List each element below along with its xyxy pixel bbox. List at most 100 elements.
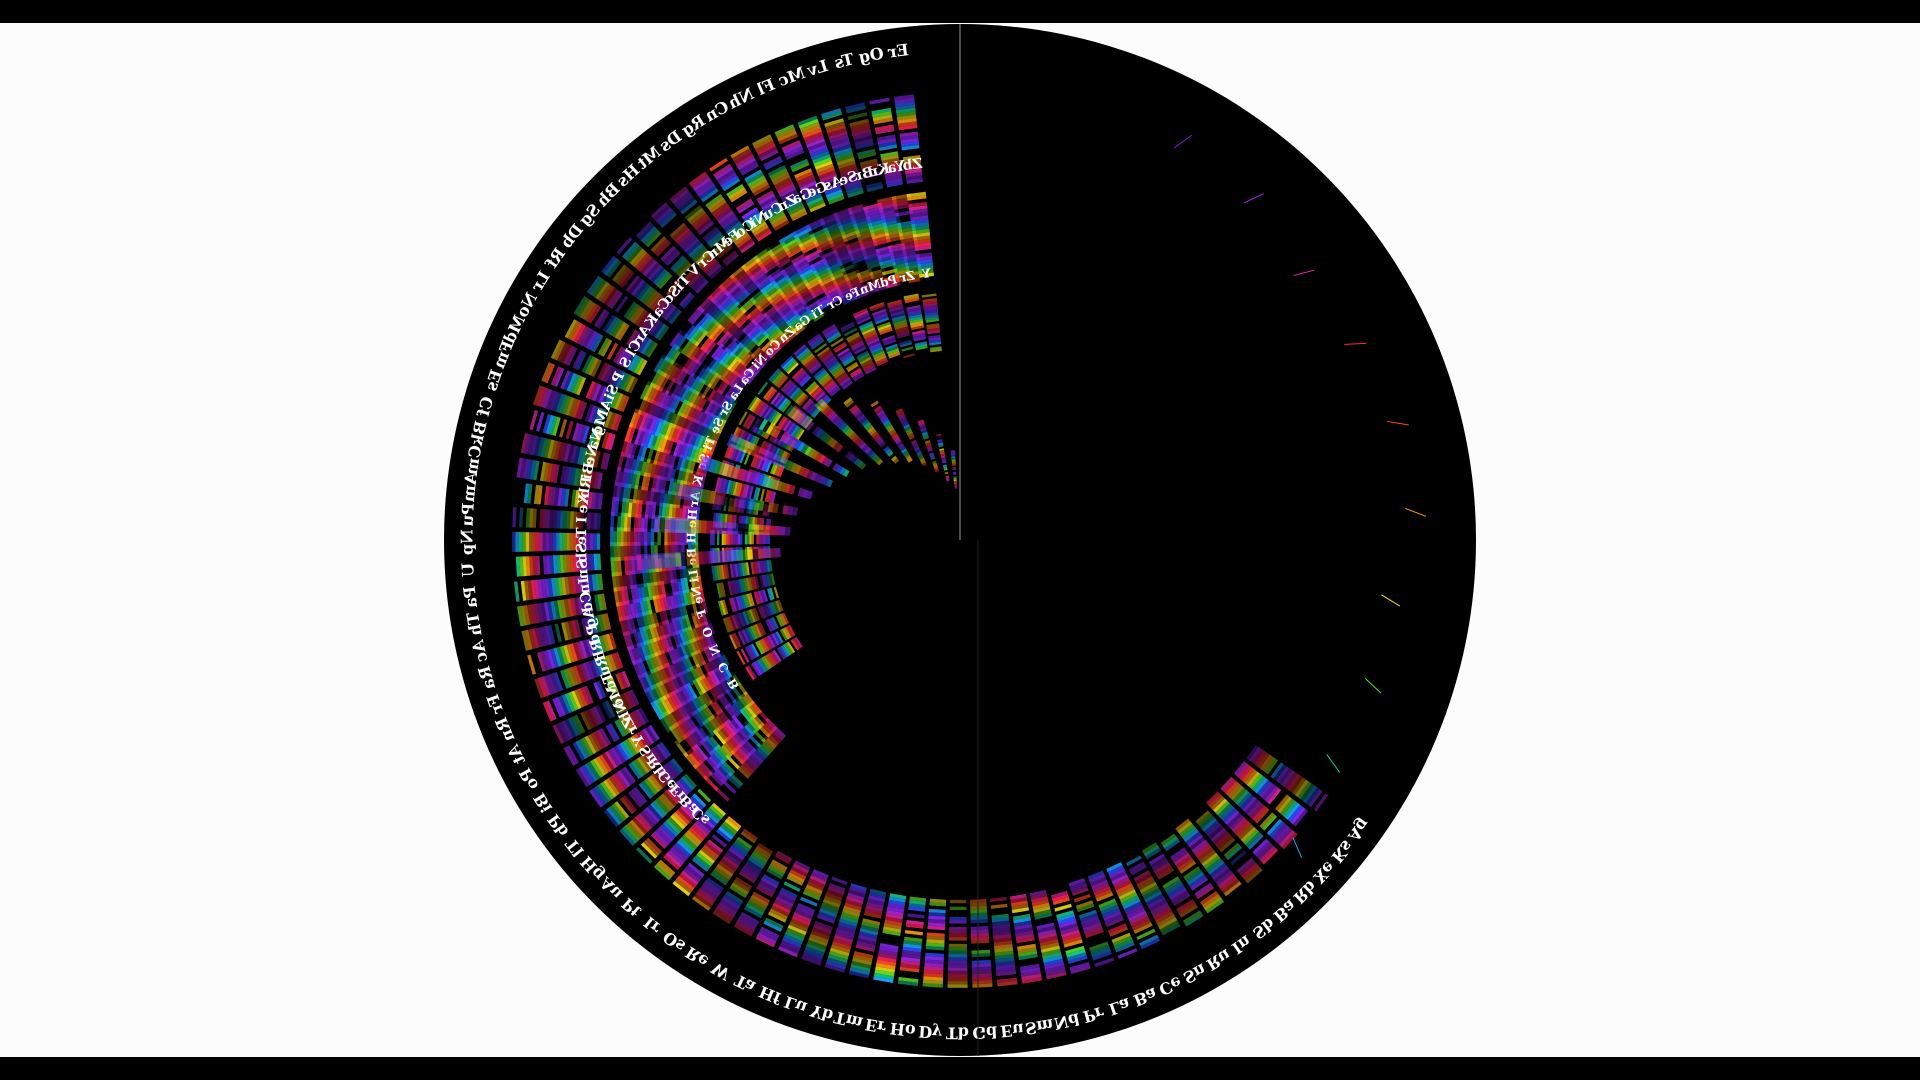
spectrum-band — [754, 576, 760, 589]
spectrum-band — [664, 377, 677, 395]
spectrum-band — [691, 625, 700, 641]
spectrum-band — [553, 464, 560, 483]
spectrum-band — [748, 524, 754, 535]
spectrum-band — [675, 704, 688, 722]
spectrum-band — [753, 502, 758, 515]
spectrum-band — [584, 491, 590, 509]
spectrum-band — [716, 905, 735, 919]
spectrum-band — [847, 334, 861, 343]
element-label: Zr — [619, 714, 642, 738]
spectrum-band — [613, 557, 619, 577]
spectrum-band — [1141, 842, 1158, 854]
spectrum-band — [735, 531, 738, 545]
spectrum-band — [812, 927, 831, 937]
spectrum-band — [599, 635, 607, 653]
spectrum-band — [1244, 798, 1260, 815]
spectrum-band — [622, 601, 630, 620]
spectrum-band — [578, 401, 588, 420]
spectrum-band — [755, 935, 776, 948]
spectrum-band — [1050, 887, 1067, 896]
spectrum-band — [763, 548, 770, 559]
spectrum-band — [1254, 841, 1271, 858]
spectrum-band — [923, 972, 944, 978]
spectrum-band — [695, 250, 711, 265]
spectrum-band — [654, 502, 660, 520]
spectrum-band — [806, 943, 826, 953]
spectrum-band — [1254, 750, 1268, 767]
spectrum-band — [547, 486, 553, 506]
spectrum-band — [724, 253, 740, 266]
spectrum-band — [689, 486, 697, 501]
spectrum-band — [948, 937, 967, 941]
spectrum-band — [681, 776, 695, 791]
spectrum-band — [536, 386, 546, 407]
spectrum-band — [660, 766, 674, 782]
spectrum-band — [1212, 830, 1229, 845]
spectrum-band — [809, 202, 826, 213]
spectrum-band — [671, 285, 685, 300]
spectrum-band — [677, 687, 689, 705]
spectrum-band — [863, 421, 871, 429]
spectrum-band — [766, 161, 785, 174]
spectrum-band — [530, 579, 537, 600]
spectrum-band — [944, 470, 948, 473]
spectrum-band — [829, 439, 838, 449]
spectrum-band — [646, 317, 659, 334]
spectrum-band — [682, 590, 689, 606]
spectrum-band — [644, 414, 655, 434]
spectrum-band — [808, 254, 825, 266]
spectrum-band — [823, 114, 843, 124]
spectrum-band — [756, 532, 759, 545]
spectrum-band — [843, 269, 860, 279]
spectrum-band — [947, 970, 968, 975]
spectrum-band — [690, 274, 705, 289]
spectrum-band — [694, 599, 702, 615]
spectrum-band — [1313, 793, 1329, 812]
spectrum-band — [972, 976, 993, 982]
spectrum-band — [676, 440, 685, 458]
spectrum-band — [600, 781, 615, 800]
spectrum-band — [745, 903, 764, 916]
spectrum-band — [774, 463, 781, 476]
spectrum-band — [1194, 882, 1213, 897]
spectrum-band — [795, 171, 814, 182]
spectrum-band — [685, 589, 693, 605]
spectrum-band — [742, 611, 750, 625]
spectrum-band — [753, 607, 760, 621]
spectrum-band — [815, 163, 834, 173]
spectrum-band — [714, 907, 733, 922]
spectrum-band — [658, 607, 666, 626]
spectrum-band — [884, 278, 900, 286]
spectrum-band — [768, 573, 773, 586]
spectrum-band — [1016, 937, 1035, 944]
spectrum-band — [838, 349, 851, 359]
spectrum-band — [760, 590, 766, 603]
spectrum-band — [651, 417, 661, 436]
spectrum-band — [638, 223, 655, 241]
spectrum-band — [602, 634, 611, 652]
spectrum-band — [711, 802, 726, 817]
spectrum-band — [910, 218, 929, 225]
spectrum-band — [660, 823, 676, 840]
spectrum-band — [689, 696, 702, 713]
spectrum-band — [542, 532, 546, 552]
spectrum-band — [913, 238, 931, 245]
spectrum-band — [651, 321, 664, 338]
spectrum-band — [573, 324, 586, 343]
spectrum-band — [1215, 870, 1234, 886]
spectrum-band — [659, 635, 668, 654]
spectrum-band — [653, 403, 664, 421]
spectrum-band — [584, 763, 598, 782]
spectrum-band — [652, 683, 665, 702]
spectrum-band — [817, 430, 826, 440]
spectrum-band — [769, 908, 788, 920]
spectrum-band — [651, 501, 657, 519]
spectrum-band — [618, 482, 625, 502]
spectrum-band — [831, 941, 852, 950]
element-label: Sn — [574, 558, 592, 579]
spectrum-band — [885, 424, 893, 431]
spectrum-band — [734, 839, 751, 852]
spectrum-band — [592, 637, 601, 655]
spectrum-band — [606, 342, 619, 360]
spectrum-band — [824, 258, 842, 269]
